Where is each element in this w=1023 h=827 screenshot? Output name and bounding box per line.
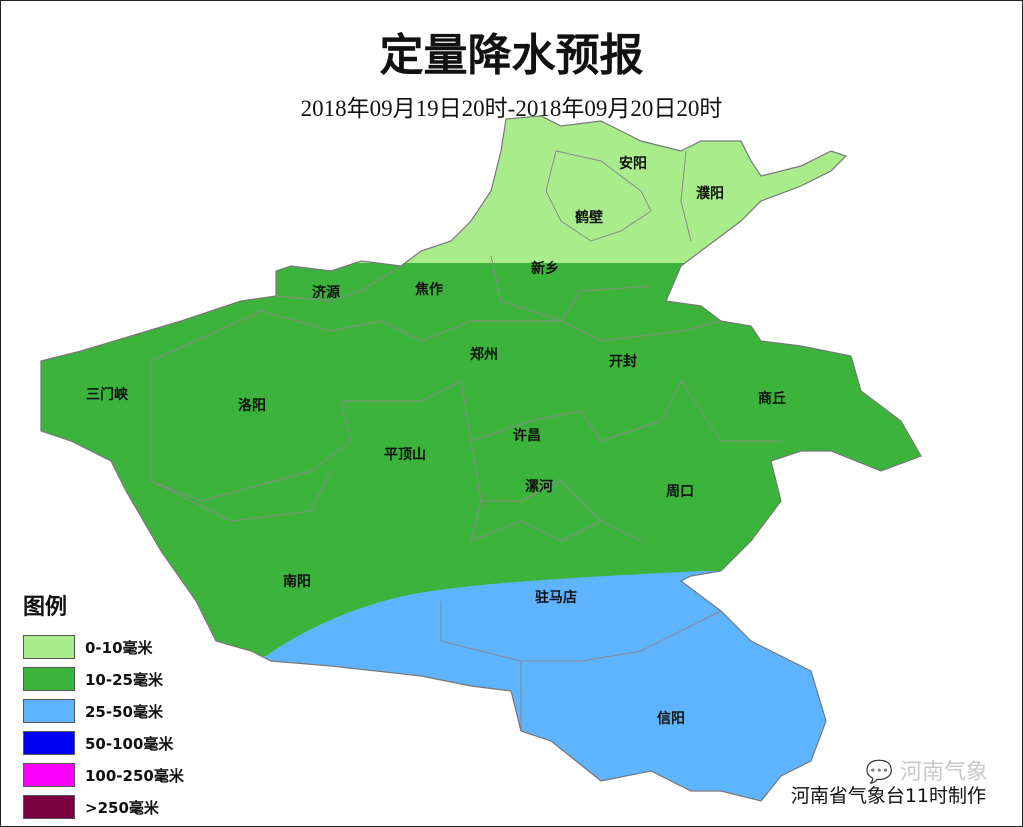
city-label: 商丘 <box>758 391 786 407</box>
prefecture-boundaries <box>150 150 781 731</box>
city-label: 洛阳 <box>238 398 266 414</box>
city-label: 焦作 <box>415 282 443 298</box>
city-label: 南阳 <box>283 574 311 590</box>
legend-item: 50-100毫米 <box>23 727 184 759</box>
watermark: 💬 河南气象 <box>866 754 988 786</box>
city-label: 驻马店 <box>535 590 577 606</box>
city-label: 三门峡 <box>86 387 128 403</box>
legend-swatch <box>23 731 75 755</box>
city-label: 鹤壁 <box>575 210 603 226</box>
legend-item: >250毫米 <box>23 791 184 823</box>
legend: 图例 0-10毫米 10-25毫米 25-50毫米 50-100毫米 100-2… <box>23 589 184 823</box>
city-label: 周口 <box>666 484 694 500</box>
city-label: 信阳 <box>657 711 685 727</box>
legend-swatch <box>23 795 75 819</box>
legend-label: 10-25毫米 <box>85 670 163 689</box>
legend-label: 50-100毫米 <box>85 734 174 753</box>
legend-label: >250毫米 <box>85 798 159 817</box>
credit-text: 河南省气象台11时制作 <box>790 785 986 807</box>
legend-swatch <box>23 763 75 787</box>
city-label: 开封 <box>609 354 637 370</box>
legend-title: 图例 <box>23 595 68 620</box>
legend-label: 0-10毫米 <box>85 638 153 657</box>
city-label: 濮阳 <box>696 186 724 202</box>
city-label: 漯河 <box>525 479 553 495</box>
legend-label: 25-50毫米 <box>85 702 163 721</box>
map-title: 定量降水预报 <box>379 30 644 81</box>
city-label: 新乡 <box>531 261 559 277</box>
map-subtitle: 2018年09月19日20时-2018年09月20日20时 <box>300 96 723 121</box>
city-label: 安阳 <box>619 156 647 172</box>
legend-item: 0-10毫米 <box>23 631 184 663</box>
legend-swatch <box>23 699 75 723</box>
legend-swatch <box>23 667 75 691</box>
wechat-icon: 💬 <box>865 760 893 785</box>
city-label: 郑州 <box>470 347 498 363</box>
legend-item: 100-250毫米 <box>23 759 184 791</box>
city-label: 许昌 <box>513 428 541 444</box>
legend-label: 100-250毫米 <box>85 766 184 785</box>
legend-swatch <box>23 635 75 659</box>
watermark-text: 河南气象 <box>899 760 988 785</box>
city-label: 平顶山 <box>384 447 426 463</box>
legend-item: 10-25毫米 <box>23 663 184 695</box>
city-label: 济源 <box>312 285 340 301</box>
legend-item: 25-50毫米 <box>23 695 184 727</box>
